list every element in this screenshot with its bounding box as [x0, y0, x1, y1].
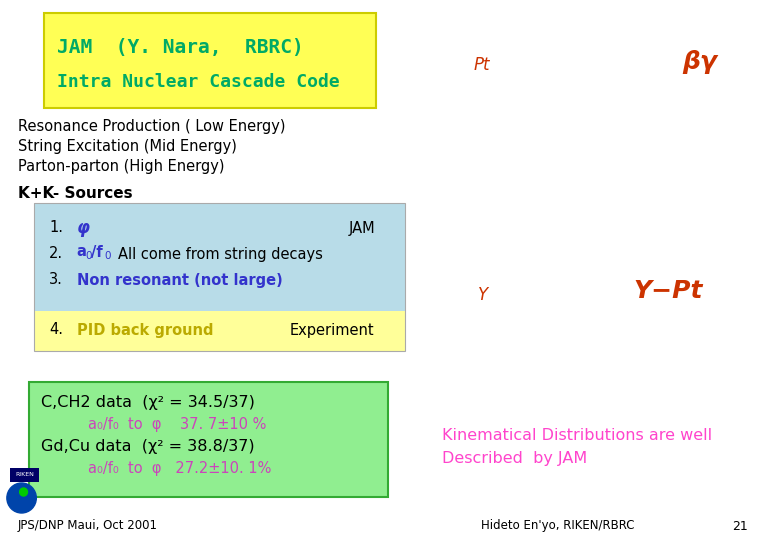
Circle shape — [7, 483, 37, 513]
Text: 2.: 2. — [49, 246, 63, 261]
Text: String Excitation (Mid Energy): String Excitation (Mid Energy) — [18, 138, 236, 153]
FancyBboxPatch shape — [34, 311, 406, 351]
Text: Gd,Cu data  (χ² = 38.8/37): Gd,Cu data (χ² = 38.8/37) — [41, 440, 255, 455]
Text: PID back ground: PID back ground — [76, 322, 213, 338]
Text: Kinematical Distributions are well: Kinematical Distributions are well — [441, 428, 712, 442]
Text: 3.: 3. — [49, 273, 63, 287]
Text: Y: Y — [478, 286, 488, 304]
Text: φ: φ — [76, 219, 90, 237]
Text: All come from string decays: All come from string decays — [118, 246, 323, 261]
Text: Hideto En'yo, RIKEN/RBRC: Hideto En'yo, RIKEN/RBRC — [481, 519, 634, 532]
Text: a₀/f₀  to  φ    37. 7±10 %: a₀/f₀ to φ 37. 7±10 % — [88, 416, 267, 431]
Text: RIKEN: RIKEN — [15, 472, 34, 477]
Text: K+K- Sources: K+K- Sources — [18, 186, 133, 200]
Text: Described  by JAM: Described by JAM — [441, 450, 587, 465]
Text: βγ: βγ — [682, 50, 717, 74]
Text: Non resonant (not large): Non resonant (not large) — [76, 273, 282, 287]
FancyBboxPatch shape — [10, 468, 39, 482]
Text: 4.: 4. — [49, 322, 63, 338]
Text: 0: 0 — [104, 251, 111, 261]
Text: C,CH2 data  (χ² = 34.5/37): C,CH2 data (χ² = 34.5/37) — [41, 395, 255, 410]
Text: Pt: Pt — [473, 56, 490, 74]
Text: Parton-parton (High Energy): Parton-parton (High Energy) — [18, 159, 224, 173]
Text: JAM: JAM — [349, 220, 375, 235]
Text: 0: 0 — [85, 251, 92, 261]
Text: Resonance Production ( Low Energy): Resonance Production ( Low Energy) — [18, 118, 285, 133]
Text: 1.: 1. — [49, 220, 63, 235]
FancyBboxPatch shape — [44, 13, 376, 108]
Text: Y−Pt: Y−Pt — [633, 279, 703, 303]
Text: /f: /f — [91, 245, 103, 260]
FancyBboxPatch shape — [34, 203, 406, 311]
Text: Experiment: Experiment — [289, 322, 374, 338]
Text: 21: 21 — [732, 519, 748, 532]
Text: Intra Nuclear Cascade Code: Intra Nuclear Cascade Code — [57, 73, 339, 91]
Text: a₀/f₀  to  φ   27.2±10. 1%: a₀/f₀ to φ 27.2±10. 1% — [88, 461, 271, 476]
Text: JPS/DNP Maui, Oct 2001: JPS/DNP Maui, Oct 2001 — [18, 519, 158, 532]
Text: JAM  (Y. Nara,  RBRC): JAM (Y. Nara, RBRC) — [57, 38, 303, 57]
Text: a: a — [76, 245, 87, 260]
Circle shape — [20, 488, 27, 496]
FancyBboxPatch shape — [30, 382, 388, 497]
